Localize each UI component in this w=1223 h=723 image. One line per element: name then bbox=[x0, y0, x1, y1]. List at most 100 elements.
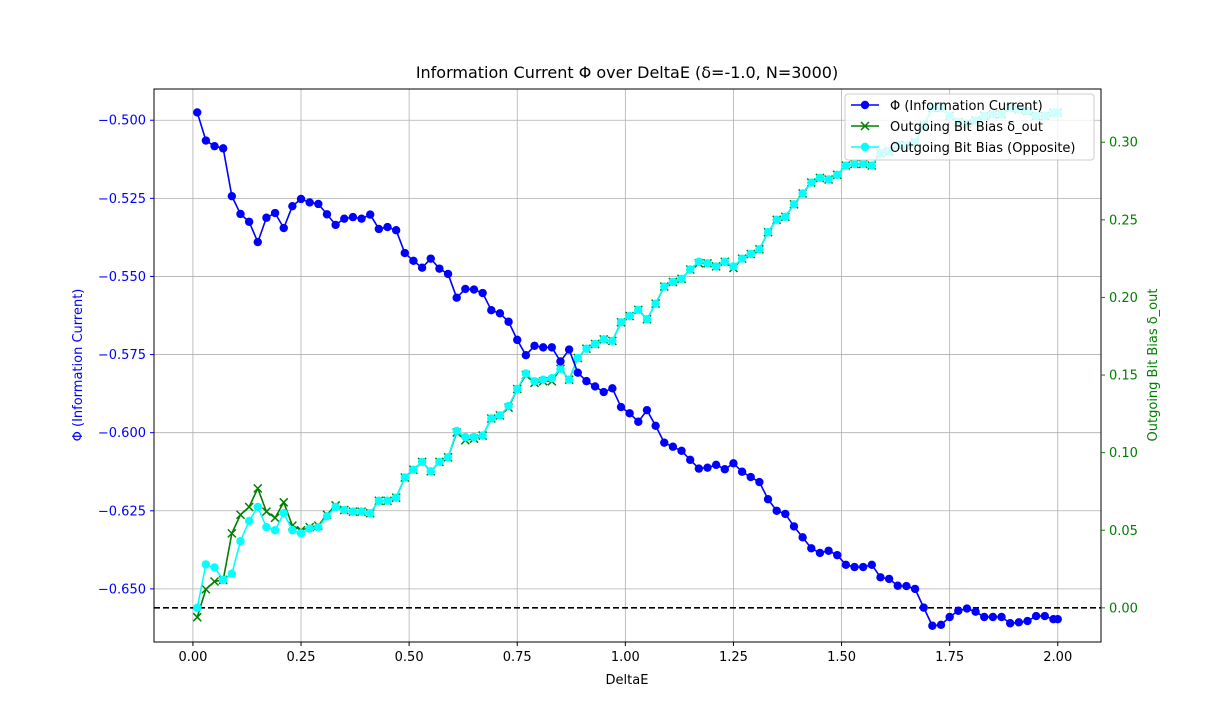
data-point bbox=[210, 141, 219, 151]
data-point bbox=[590, 339, 600, 349]
data-point bbox=[201, 584, 211, 594]
data-point bbox=[807, 544, 816, 553]
data-point bbox=[815, 548, 825, 558]
data-point bbox=[435, 457, 444, 467]
data-point bbox=[997, 612, 1006, 622]
x-tick-label: 1.25 bbox=[719, 650, 748, 665]
data-point bbox=[340, 505, 349, 515]
data-point bbox=[478, 288, 487, 298]
data-point bbox=[279, 508, 288, 518]
x-tick-label: 0.25 bbox=[287, 650, 316, 665]
data-point bbox=[694, 464, 704, 473]
data-point bbox=[469, 285, 479, 294]
y-right-axis-label: Outgoing Bit Bias δ_out bbox=[1146, 289, 1161, 442]
legend-label-bias: Outgoing Bit Bias δ_out bbox=[890, 120, 1043, 135]
data-point bbox=[495, 309, 505, 318]
data-point bbox=[270, 208, 280, 218]
data-point bbox=[954, 606, 963, 615]
y-left-tick-label: −0.625 bbox=[98, 504, 146, 519]
data-point bbox=[270, 513, 280, 523]
data-point bbox=[573, 353, 582, 363]
data-point bbox=[677, 274, 686, 284]
data-point bbox=[703, 463, 712, 472]
data-point bbox=[262, 213, 271, 222]
data-point bbox=[417, 263, 427, 272]
x-axis-label: DeltaE bbox=[606, 673, 649, 688]
data-point bbox=[867, 161, 877, 170]
data-point bbox=[513, 384, 522, 394]
data-point bbox=[279, 223, 288, 233]
data-point bbox=[781, 509, 790, 519]
data-point bbox=[798, 189, 807, 198]
data-point bbox=[608, 336, 617, 346]
data-point bbox=[720, 465, 729, 474]
data-point bbox=[227, 528, 237, 538]
data-point bbox=[781, 212, 790, 221]
y-left-tick-label: −0.550 bbox=[98, 270, 146, 285]
data-point bbox=[616, 402, 626, 412]
data-point bbox=[841, 560, 851, 570]
data-point bbox=[634, 305, 643, 315]
data-point bbox=[642, 405, 652, 415]
data-point bbox=[582, 376, 591, 386]
data-point bbox=[305, 524, 314, 533]
data-point bbox=[755, 245, 764, 254]
data-point bbox=[599, 335, 608, 344]
data-point bbox=[331, 220, 340, 230]
data-point bbox=[366, 210, 375, 219]
data-point bbox=[625, 409, 634, 418]
data-point bbox=[201, 136, 211, 145]
legend: Φ (Information Current) Outgoing Bit Bia… bbox=[844, 93, 1095, 161]
data-point bbox=[288, 526, 297, 535]
data-point bbox=[521, 350, 531, 360]
data-point bbox=[409, 256, 418, 266]
data-point bbox=[521, 369, 531, 378]
data-point bbox=[789, 522, 799, 531]
data-point bbox=[988, 612, 998, 622]
data-point bbox=[383, 496, 392, 505]
chart-title: Information Current Φ over DeltaE (δ=-1.… bbox=[416, 63, 838, 82]
data-point bbox=[962, 604, 972, 613]
series-0 bbox=[193, 108, 1062, 630]
data-point bbox=[746, 249, 755, 259]
data-point bbox=[746, 472, 755, 482]
data-point bbox=[841, 161, 851, 170]
data-point bbox=[711, 460, 721, 470]
data-point bbox=[504, 401, 513, 411]
y-left-tick-label: −0.500 bbox=[98, 114, 146, 129]
data-point bbox=[547, 373, 557, 383]
data-point bbox=[660, 282, 669, 291]
legend-marker-opposite bbox=[860, 142, 870, 152]
data-point bbox=[218, 144, 228, 153]
data-point bbox=[253, 483, 263, 493]
data-point bbox=[452, 293, 461, 302]
data-point bbox=[590, 382, 600, 391]
data-point bbox=[564, 375, 574, 384]
data-point bbox=[703, 259, 712, 268]
x-tick-label: 0.50 bbox=[395, 650, 424, 665]
data-point bbox=[487, 414, 496, 423]
data-point bbox=[893, 581, 902, 590]
legend-marker-phi bbox=[860, 100, 870, 110]
data-point bbox=[945, 612, 954, 622]
data-point bbox=[928, 621, 937, 630]
data-point bbox=[322, 210, 332, 219]
data-point bbox=[443, 453, 453, 462]
data-point bbox=[244, 516, 254, 526]
data-point bbox=[660, 438, 669, 447]
data-point bbox=[357, 214, 366, 223]
y-left-axis-label: Φ (Information Current) bbox=[71, 289, 86, 442]
data-point bbox=[400, 248, 409, 258]
legend-box bbox=[844, 93, 1095, 161]
data-point bbox=[261, 507, 271, 517]
data-point bbox=[478, 431, 487, 440]
data-point bbox=[348, 212, 358, 222]
data-point bbox=[824, 175, 833, 184]
data-point bbox=[902, 581, 911, 591]
data-point bbox=[193, 108, 202, 117]
data-point bbox=[729, 459, 738, 468]
data-point bbox=[599, 387, 608, 397]
data-point bbox=[495, 411, 505, 420]
data-point bbox=[1053, 614, 1062, 624]
data-point bbox=[426, 467, 435, 476]
